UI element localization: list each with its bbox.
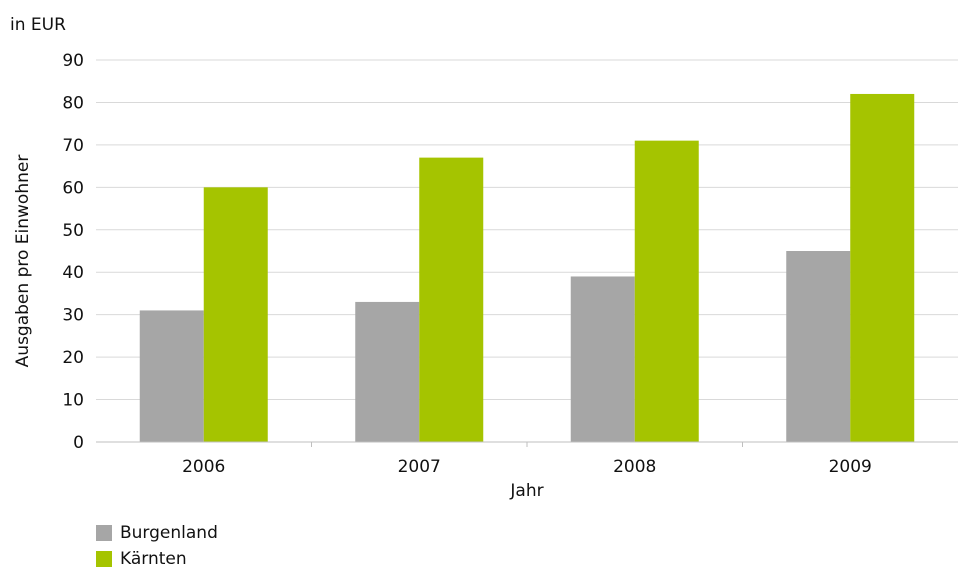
y-tick-label: 0 — [73, 433, 84, 453]
bars — [139, 93, 915, 442]
y-axis-label: Ausgaben pro Einwohner — [13, 155, 33, 368]
y-tick-label: 80 — [62, 93, 84, 113]
bar-kärnten-2006 — [203, 187, 268, 442]
y-tick-label: 40 — [62, 263, 84, 283]
y-tick-label: 50 — [62, 221, 84, 241]
bar-chart: in EUR Ausgaben pro Einwohner Jahr 0 10 20… — [10, 15, 958, 501]
bar-kärnten-2008 — [634, 140, 699, 442]
y-tick-label: 20 — [62, 348, 84, 368]
x-axis-label: Jahr — [509, 481, 543, 501]
legend-item-burgenland: Burgenland — [96, 520, 218, 546]
bar-burgenland-2007 — [355, 301, 420, 442]
legend-label-kaernten: Kärnten — [120, 549, 187, 569]
legend-label-burgenland: Burgenland — [120, 523, 218, 543]
bar-burgenland-2009 — [786, 251, 851, 442]
x-tick-label: 2009 — [829, 457, 872, 477]
axes: 0 10 20 30 40 50 60 70 80 90 2006 2007 2008 2009 — [62, 51, 958, 477]
legend-swatch-burgenland — [96, 525, 112, 541]
bar-burgenland-2008 — [570, 276, 635, 442]
x-tick-label: 2007 — [398, 457, 441, 477]
y-tick-label: 60 — [62, 178, 84, 198]
bar-burgenland-2006 — [139, 310, 204, 442]
y-unit-label: in EUR — [10, 15, 66, 35]
y-tick-label: 30 — [62, 306, 84, 326]
x-tick-label: 2008 — [613, 457, 656, 477]
x-tick-label: 2006 — [182, 457, 225, 477]
y-tick-label: 70 — [62, 136, 84, 156]
legend-swatch-kaernten — [96, 551, 112, 567]
y-tick-label: 90 — [62, 51, 84, 71]
y-tick-label: 10 — [62, 391, 84, 411]
legend: Burgenland Kärnten — [96, 520, 218, 572]
legend-item-kaernten: Kärnten — [96, 546, 218, 572]
bar-kärnten-2007 — [419, 157, 484, 442]
bar-kärnten-2009 — [850, 93, 915, 442]
